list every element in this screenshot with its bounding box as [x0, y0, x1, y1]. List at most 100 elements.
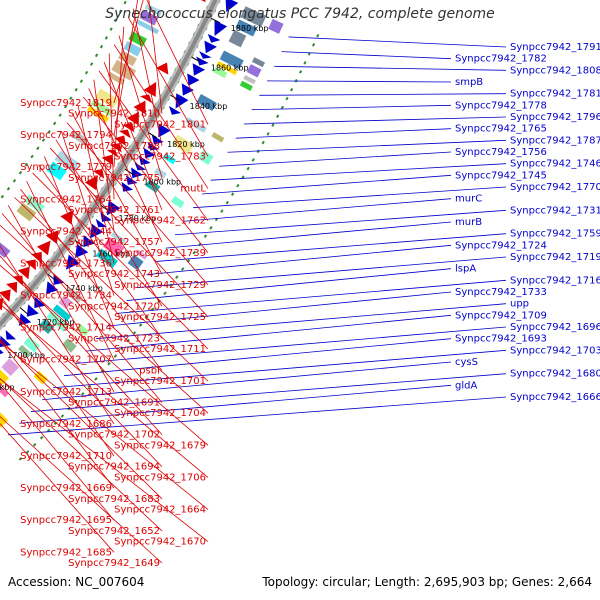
cog-block-inner-8 [123, 40, 142, 57]
reverse-gene-label-37: Synpcc7942_1683 [68, 494, 160, 505]
reverse-leader-34 [0, 297, 163, 467]
forward-gene-arrow-34 [34, 296, 46, 309]
cog-block-inner-19 [70, 130, 89, 146]
cog-block-inner-32 [0, 242, 11, 259]
reverse-leader-43 [0, 416, 163, 564]
reverse-gene-label-40: Synpcc7942_1652 [68, 526, 160, 537]
reverse-gene-label-16: Synpcc7942_1743 [68, 269, 160, 280]
forward-leader-6 [243, 116, 507, 125]
reverse-leader-7 [118, 35, 163, 178]
reverse-gene-label-12: Synpcc7942_1744 [20, 226, 112, 237]
forward-gene-label-6: Synpcc7942_1796 [510, 112, 600, 123]
forward-gene-label-24: Synpcc7942_1696 [510, 322, 600, 333]
cog-block-outer-34 [46, 310, 69, 332]
reverse-leader-41 [0, 378, 209, 542]
cog-block-outer-6 [212, 66, 228, 79]
cog-block-outer-9 [196, 94, 217, 111]
reverse-leader-18 [61, 131, 115, 296]
reverse-leader-40 [0, 377, 163, 532]
reverse-leader-2 [146, 0, 209, 125]
reverse-gene-label-30: Synpcc7942_1686 [20, 419, 112, 430]
forward-leader-29 [19, 384, 452, 424]
reverse-gene-label-42: Synpcc7942_1685 [20, 547, 112, 558]
cog-block-inner-5 [136, 19, 160, 35]
cog-block-outer-15 [163, 153, 177, 165]
reverse-leader-6 [113, 26, 125, 168]
reverse-gene-label-11: Synpcc7942_1762 [114, 216, 206, 227]
scale-label-4: 1800 kbp [143, 177, 181, 186]
forward-gene-label-8: Synpcc7942_1787 [510, 135, 600, 146]
scale-label-7: 1740 kbp [65, 284, 103, 293]
reverse-leader-23 [32, 172, 209, 350]
reverse-leader-4 [132, 8, 163, 146]
forward-gene-label-12: Synpcc7942_1770 [510, 182, 600, 193]
forward-gene-label-9: Synpcc7942_1756 [455, 147, 547, 158]
kbp-scale: 1880 kbp 1860 kbp 1840 kbp 1820 kbp 1800 kbp… [0, 17, 269, 392]
cog-block-outer-33 [52, 304, 72, 322]
forward-gene-label-13: murC [455, 194, 482, 205]
forward-leader-10 [210, 163, 507, 181]
forward-gene-label-5: Synpcc7942_1778 [455, 100, 547, 111]
forward-gene-label-26: Synpcc7942_1703 [510, 345, 600, 356]
cog-block-outer-2 [228, 29, 247, 48]
cog-block-far-25 [135, 249, 148, 260]
reverse-gene-label-18: Synpcc7942_1734 [20, 291, 112, 302]
reverse-leader-35 [0, 303, 209, 478]
forward-leader-20 [116, 279, 507, 314]
reverse-gene-label-1: Synpcc7942_1810 [68, 109, 160, 120]
reverse-leader-38 [0, 341, 209, 510]
forward-gene-arrow-5 [199, 51, 212, 59]
genome-backbone [0, 0, 221, 331]
reverse-leader-39 [0, 382, 115, 521]
reverse-gene-label-38: Synpcc7942_1664 [114, 505, 206, 516]
reverse-gene-label-41: Synpcc7942_1670 [114, 537, 206, 548]
topology-text: Topology: circular; Length: 2,695,903 bp… [262, 575, 592, 589]
forward-gene-label-15: murB [455, 217, 482, 228]
reverse-gene-label-6: Synpcc7942_1779 [20, 162, 112, 173]
cog-block-outer-40 [1, 358, 20, 377]
forward-gene-arrow-35 [26, 304, 39, 317]
reverse-gene-arrow-11 [139, 94, 153, 104]
forward-gene-arrow-2 [214, 20, 228, 36]
reverse-gene-label-3: Synpcc7942_1794 [20, 130, 112, 141]
reverse-gene-label-10: Synpcc7942_1761 [68, 205, 160, 216]
scale-label-9: 1700 kbp [7, 351, 45, 360]
scale-tick-1 [191, 56, 201, 63]
reverse-gene-arrow-32 [17, 266, 30, 280]
forward-leader-26 [53, 349, 507, 389]
reverse-leader-8 [113, 44, 209, 189]
forward-leader-8 [227, 139, 507, 153]
cog-block-far-5 [243, 74, 256, 85]
reverse-leader-22 [38, 164, 163, 339]
forward-leader-0 [288, 36, 507, 48]
reverse-leader-27 [7, 205, 115, 393]
forward-leader-2 [274, 65, 507, 71]
scale-label-6: 1760 kbp [92, 249, 130, 258]
scale-tick-7 [47, 273, 57, 281]
forward-gene-arrow-4 [204, 40, 217, 54]
forward-gene-arrow-28 [74, 243, 89, 259]
forward-gene-label-20: Synpcc7942_1716 [510, 275, 600, 286]
cog-block-inner-28 [16, 202, 37, 222]
reverse-gene-label-26: Synpcc7942_1701 [114, 376, 206, 387]
forward-gene-arrow-10 [175, 93, 189, 109]
reverse-gene-arrow-12 [133, 100, 146, 115]
reverse-gene-label-24: Synpcc7942_1707 [20, 355, 112, 366]
scale-tick-2 [170, 94, 180, 101]
cog-block-far-6 [239, 80, 253, 91]
reverse-gene-label-14: Synpcc7942_1739 [114, 248, 206, 259]
forward-gene-label-1: Synpcc7942_1782 [455, 54, 547, 65]
cog-block-inner-10 [111, 59, 137, 81]
reverse-gene-label-25: psbI [139, 365, 160, 376]
forward-leader-19 [126, 268, 452, 301]
forward-leader-11 [201, 174, 452, 195]
label-leader-lines [0, 0, 507, 564]
forward-leader-5 [251, 104, 452, 111]
cog-block-outer-13 [171, 134, 195, 155]
reverse-leader-32 [0, 264, 209, 446]
forward-gene-arrow-20 [125, 175, 138, 185]
forward-gene-arrow-11 [168, 105, 182, 115]
track-boundary-3 [14, 33, 320, 465]
cog-block-far-35 [62, 338, 77, 353]
